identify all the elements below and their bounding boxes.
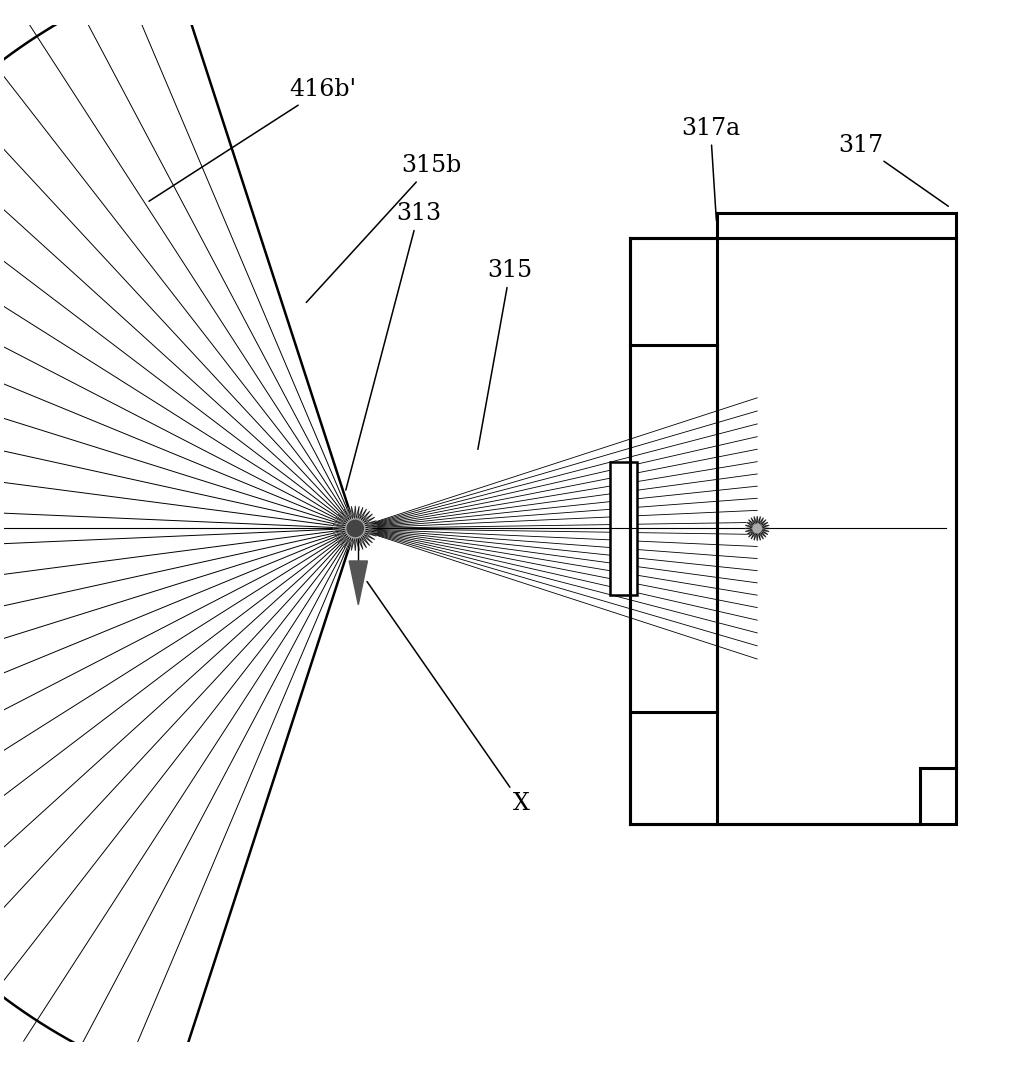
Polygon shape [332, 506, 378, 551]
Bar [630, 238, 955, 824]
Text: X: X [367, 582, 529, 815]
Polygon shape [745, 516, 770, 541]
Text: 317a: 317a [681, 116, 740, 221]
Text: 317: 317 [838, 133, 948, 206]
Text: 313: 313 [346, 202, 441, 490]
Bar [609, 462, 637, 594]
Polygon shape [349, 561, 367, 605]
Text: 315b: 315b [306, 155, 462, 302]
Text: 315: 315 [478, 259, 532, 449]
Circle shape [347, 521, 363, 537]
Text: 416b': 416b' [149, 78, 356, 202]
